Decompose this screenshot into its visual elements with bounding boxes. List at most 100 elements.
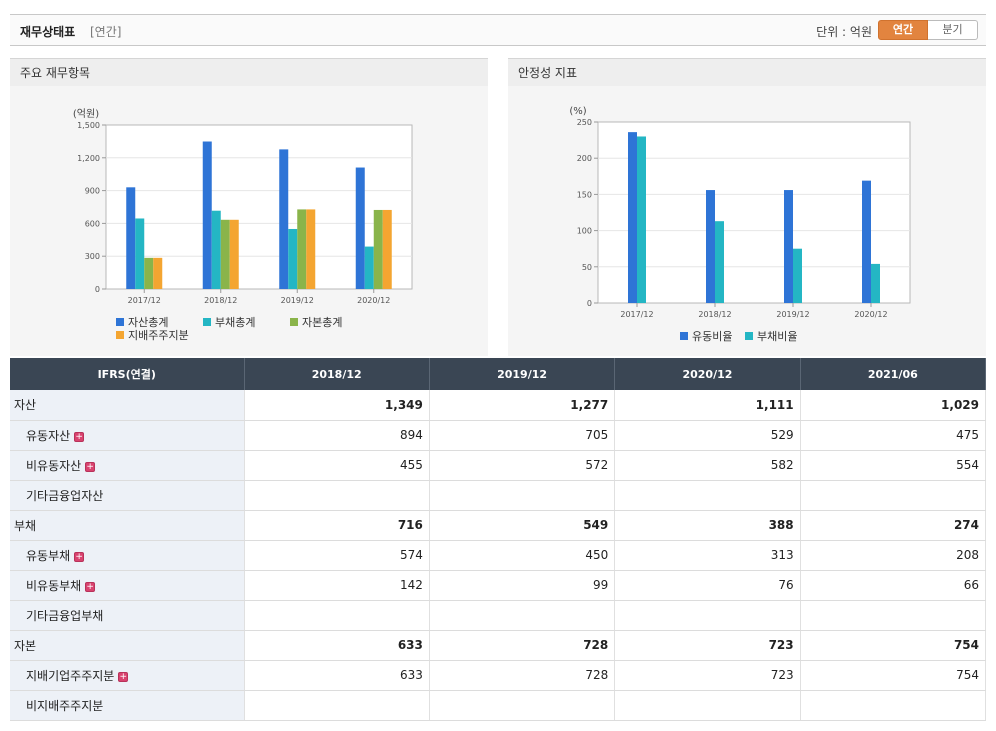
- table-row: 비유동자산 +455 572 582 554: [10, 450, 987, 481]
- cell-value: 208: [800, 540, 987, 571]
- table-row: 지배기업주주지분 +633 728 723 754: [10, 660, 987, 691]
- cell-value: 1,029: [800, 390, 987, 421]
- legend-swatch: [290, 318, 298, 326]
- row-label-text: 자본: [14, 638, 37, 653]
- row-label: 비지배주주지분: [10, 690, 245, 721]
- cell-value: [244, 600, 430, 631]
- row-label-text: 유동자산: [26, 428, 71, 443]
- table-row: 기타금융업부채: [10, 600, 987, 631]
- bar-1-3: [784, 190, 793, 303]
- x-tick-label: 2017/12: [128, 296, 161, 305]
- y-tick-label: 0: [587, 299, 592, 308]
- cell-value: 1,111: [614, 390, 801, 421]
- cell-value: 582: [614, 450, 801, 481]
- cell-value: 572: [429, 450, 616, 481]
- legend-swatch: [116, 318, 124, 326]
- cell-value: [800, 600, 987, 631]
- bar-3-2: [220, 219, 230, 289]
- cell-value: [244, 480, 430, 511]
- cell-value: 455: [244, 450, 430, 481]
- x-tick-label: 2019/12: [776, 310, 809, 319]
- cell-value: [429, 480, 616, 511]
- table-row: 기타금융업자산: [10, 480, 987, 511]
- statement-header: 재무상태표 [연간] 단위 : 억원 연간 분기: [10, 14, 986, 46]
- x-tick-label: 2019/12: [281, 296, 314, 305]
- header-col-3: 2020/12: [614, 358, 801, 390]
- bar-1-1: [126, 187, 136, 289]
- expand-plus-icon[interactable]: +: [85, 461, 96, 472]
- bar-2-1: [637, 136, 646, 303]
- bar-4-4: [382, 209, 392, 289]
- row-label: 비유동자산 +: [10, 450, 245, 481]
- cell-value: [244, 690, 430, 721]
- y-tick-label: 100: [577, 227, 592, 236]
- y-tick-label: 250: [577, 118, 592, 127]
- table-header-row: IFRS(연결) 2018/12 2019/12 2020/12 2021/06: [10, 358, 987, 390]
- bar-3-3: [297, 209, 307, 289]
- cell-value: 574: [244, 540, 430, 571]
- row-label: 비유동부채 +: [10, 570, 245, 601]
- cell-value: 99: [429, 570, 616, 601]
- y-tick-label: 50: [582, 263, 592, 272]
- y-tick-label: 1,500: [77, 121, 100, 130]
- bar-2-4: [364, 246, 374, 289]
- y-tick-label: 600: [85, 219, 100, 228]
- row-label-text: 비유동자산: [26, 458, 82, 473]
- row-label-text: 비유동부채: [26, 578, 82, 593]
- legend-label: 자산총계: [128, 316, 168, 329]
- cell-value: [614, 480, 801, 511]
- plot-area: [597, 121, 911, 304]
- table-row: 비유동부채 +142 99 76 66: [10, 570, 987, 601]
- y-axis-label: (%): [569, 106, 586, 117]
- cell-value: [429, 690, 616, 721]
- bar-4-2: [229, 219, 239, 289]
- cell-value: 475: [800, 420, 987, 451]
- cell-value: 728: [429, 660, 616, 691]
- expand-plus-icon[interactable]: +: [74, 551, 85, 562]
- bar-3-1: [144, 257, 154, 289]
- bar-3-4: [373, 209, 383, 289]
- x-tick-label: 2020/12: [854, 310, 887, 319]
- cell-value: [800, 480, 987, 511]
- expand-plus-icon[interactable]: +: [118, 671, 129, 682]
- tab-annual[interactable]: 연간: [878, 20, 928, 40]
- row-label-text: 기타금융업자산: [26, 488, 104, 503]
- period-toggle: 연간 분기: [878, 20, 978, 40]
- legend-label: 자본총계: [302, 316, 342, 329]
- cell-value: 716: [244, 510, 430, 541]
- stability-title: 안정성 지표: [508, 58, 986, 86]
- expand-plus-icon[interactable]: +: [85, 581, 96, 592]
- cell-value: 1,277: [429, 390, 616, 421]
- row-label-text: 기타금융업부채: [26, 608, 104, 623]
- cell-value: [614, 600, 801, 631]
- stability-panel: 안정성 지표 0 50 100 150 200 250 (%) 2017/12 2018/12 2…: [508, 58, 986, 356]
- cell-value: 313: [614, 540, 801, 571]
- y-tick-label: 1,200: [77, 154, 100, 163]
- cell-value: 633: [244, 660, 430, 691]
- tab-quarter[interactable]: 분기: [928, 20, 978, 40]
- header-col-4: 2021/06: [800, 358, 987, 390]
- main-items-panel: 주요 재무항목 0 300 600 900 1,200 1,500 (억원) 2017/12 2…: [10, 58, 488, 356]
- unit-label: 단위 : 억원: [816, 25, 872, 39]
- cell-value: 554: [800, 450, 987, 481]
- cell-value: 274: [800, 510, 987, 541]
- x-tick-label: 2020/12: [357, 296, 390, 305]
- bar-2-4: [871, 263, 880, 303]
- cell-value: 723: [614, 660, 801, 691]
- legend-swatch: [203, 318, 211, 326]
- row-label: 자본: [10, 630, 245, 661]
- cell-value: 705: [429, 420, 616, 451]
- header-corner: IFRS(연결): [10, 358, 245, 390]
- cell-value: [800, 690, 987, 721]
- legend-swatch: [680, 332, 688, 340]
- cell-value: 66: [800, 570, 987, 601]
- y-axis-label: (억원): [73, 108, 99, 120]
- period-subtitle: [연간]: [90, 25, 122, 39]
- table-row: 자산 1,349 1,277 1,111 1,029: [10, 390, 987, 421]
- row-label-text: 자산: [14, 398, 37, 413]
- table-row: 자본 633 728 723 754: [10, 630, 987, 661]
- expand-plus-icon[interactable]: +: [74, 431, 85, 442]
- y-tick-label: 0: [95, 285, 100, 294]
- table-row: 유동부채 +574 450 313 208: [10, 540, 987, 571]
- cell-value: 388: [614, 510, 801, 541]
